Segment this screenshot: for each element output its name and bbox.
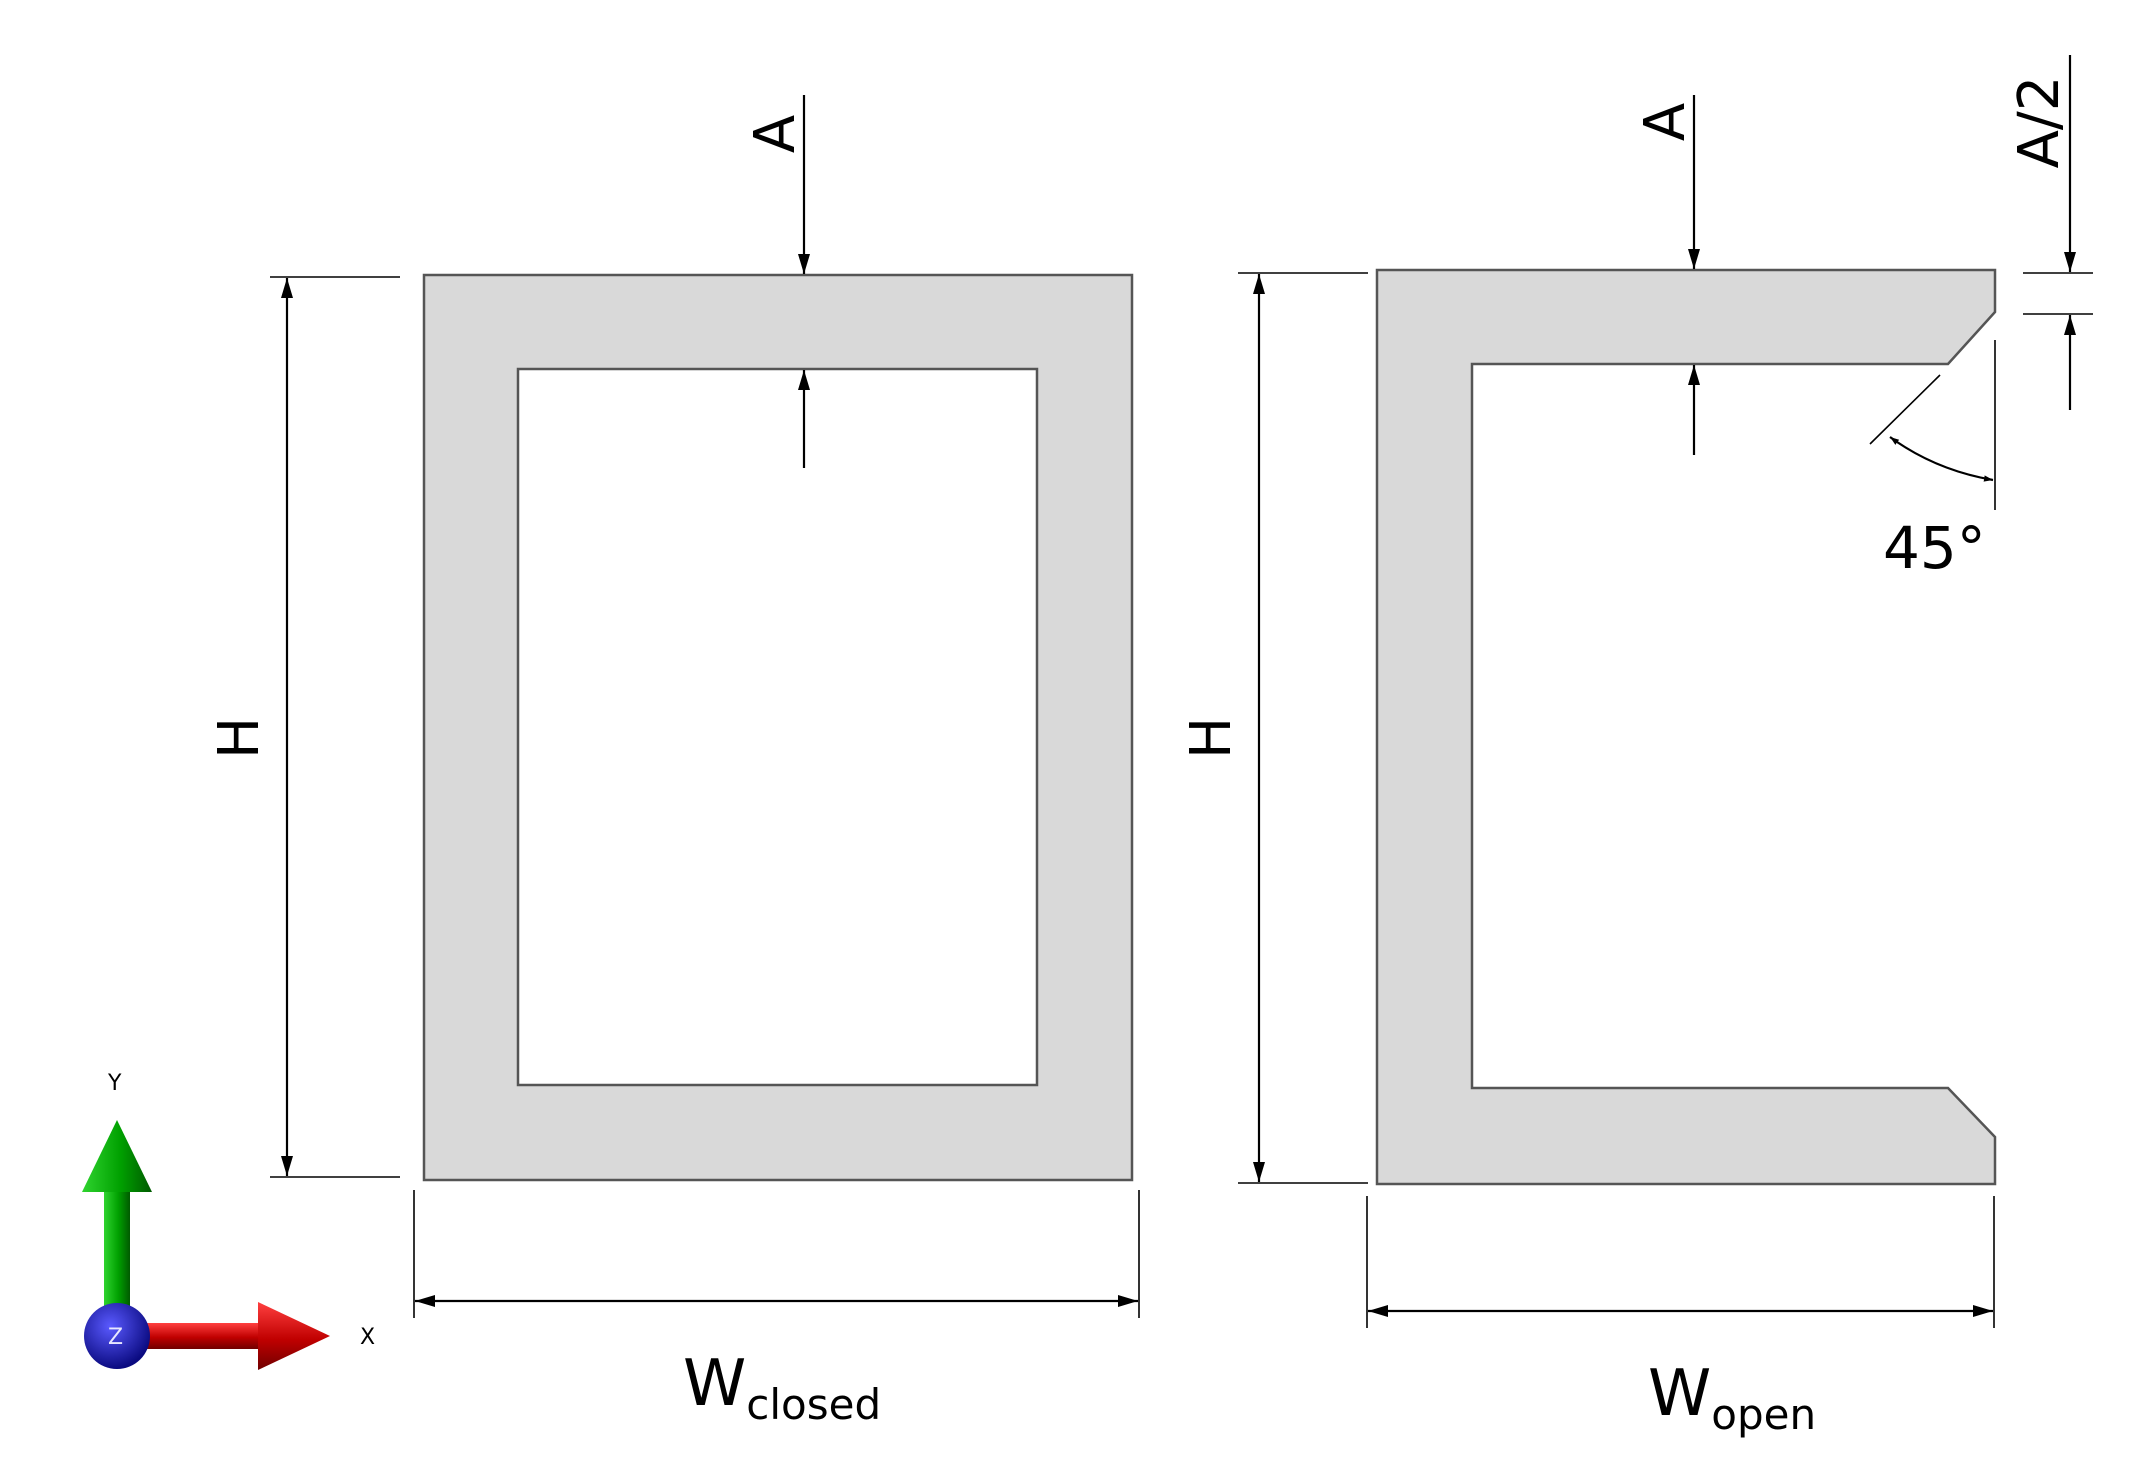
open-section: H A A/2 45° Wopen — [1179, 55, 2093, 1439]
closed-section: H A Wclosed — [207, 95, 1140, 1429]
closed-width-label: Wclosed — [683, 1347, 881, 1429]
x-axis-shaft — [140, 1323, 260, 1349]
closed-height-label: H — [207, 717, 272, 759]
z-axis-label: Z — [108, 1325, 123, 1350]
closed-width-label-main: W — [683, 1347, 746, 1421]
x-axis-label: X — [360, 1325, 375, 1350]
closed-thickness-label: A — [743, 115, 808, 153]
open-section-shape — [1375, 268, 1997, 1186]
z-axis-origin-sphere — [84, 1303, 150, 1369]
open-thickness-label: A — [1633, 103, 1698, 141]
closed-width-label-sub: closed — [746, 1380, 881, 1429]
y-axis-shaft — [104, 1190, 130, 1310]
open-width-label-main: W — [1648, 1357, 1711, 1431]
open-lip-label: A/2 — [2007, 76, 2072, 169]
open-chamfer-ext-diagonal — [1869, 374, 1941, 445]
open-angle-arc — [1889, 436, 1994, 482]
x-axis-arrowhead — [258, 1302, 330, 1370]
open-angle-label: 45° — [1883, 514, 1986, 582]
y-axis-label: Y — [107, 1071, 122, 1096]
y-axis-arrowhead — [82, 1120, 152, 1192]
open-height-label: H — [1179, 717, 1244, 759]
axis-triad: Y X Z — [82, 1071, 375, 1370]
closed-section-shape — [422, 273, 1134, 1182]
open-width-label-sub: open — [1711, 1390, 1816, 1439]
open-width-label: Wopen — [1648, 1357, 1816, 1439]
